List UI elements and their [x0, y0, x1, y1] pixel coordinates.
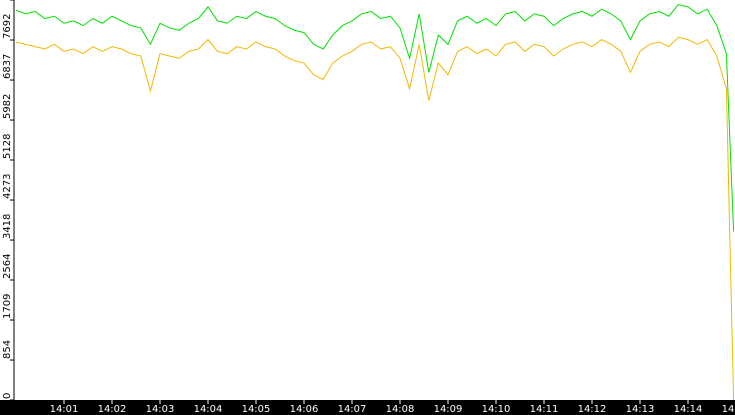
x-tick-label: 14:08	[386, 404, 415, 415]
series-line	[15, 36, 735, 401]
y-tick-label: 3418	[2, 214, 13, 239]
x-tick-label: 14:02	[98, 404, 127, 415]
y-tick-label: 854	[2, 340, 13, 359]
x-tick-label: 14:06	[290, 404, 319, 415]
x-tick-label: 14:03	[146, 404, 175, 415]
x-tick-label: 14:14	[674, 404, 703, 415]
x-tick-label: 14:05	[242, 404, 271, 415]
series-line	[15, 3, 735, 232]
x-tick-label: 14:13	[626, 404, 655, 415]
y-tick-label: 2564	[2, 254, 13, 279]
x-tick-label: 14:12	[578, 404, 607, 415]
y-tick-label: 0	[2, 393, 13, 399]
y-tick-label: 7692	[2, 14, 13, 39]
x-tick-label: 14:15	[722, 404, 735, 415]
y-tick-label: 6837	[2, 54, 13, 79]
x-tick-label: 14:09	[434, 404, 463, 415]
y-tick-label: 5982	[2, 94, 13, 119]
y-tick-label: 1709	[2, 294, 13, 319]
x-tick-label: 14:04	[194, 404, 223, 415]
x-tick-label: 14:10	[482, 404, 511, 415]
x-tick-label: 14:07	[338, 404, 367, 415]
y-tick-label: 5128	[2, 134, 13, 159]
x-axis-band	[0, 400, 735, 415]
x-tick-label: 14:01	[50, 404, 79, 415]
x-tick-label: 14:11	[530, 404, 559, 415]
y-tick-label: 4273	[2, 174, 13, 199]
